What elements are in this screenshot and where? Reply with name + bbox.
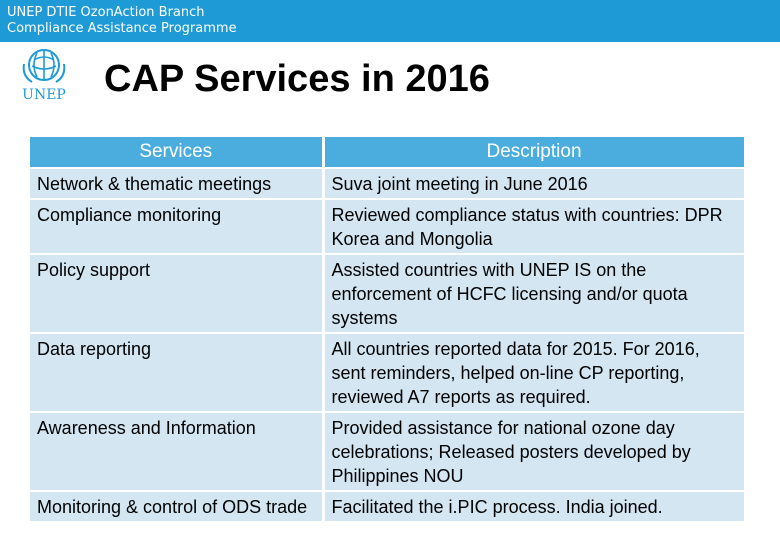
service-cell: Network & thematic meetings [30, 168, 325, 200]
service-cell: Policy support [30, 254, 325, 334]
table-row: Data reporting All countries reported da… [30, 333, 747, 413]
header-bar: UNEP DTIE OzonAction Branch Compliance A… [0, 0, 780, 42]
description-cell: Reviewed compliance status with countrie… [323, 199, 747, 255]
description-cell: Provided assistance for national ozone d… [323, 412, 747, 492]
service-cell: Compliance monitoring [30, 199, 325, 255]
table-row: Compliance monitoring Reviewed complianc… [30, 199, 747, 255]
table-row: Network & thematic meetings Suva joint m… [30, 168, 747, 200]
services-table: Services Description Network & thematic … [30, 137, 747, 523]
service-cell: Data reporting [30, 333, 325, 413]
page-title: CAP Services in 2016 [104, 58, 490, 100]
header-line-organization: UNEP DTIE OzonAction Branch [7, 5, 205, 20]
table-header-row: Services Description [30, 137, 747, 169]
logo-text: UNEP [22, 87, 66, 102]
table-row: Awareness and Information Provided assis… [30, 412, 747, 492]
service-cell: Monitoring & control of ODS trade [30, 491, 325, 523]
column-header-services: Services [30, 137, 325, 169]
description-cell: All countries reported data for 2015. Fo… [323, 333, 747, 413]
service-cell: Awareness and Information [30, 412, 325, 492]
description-cell: Assisted countries with UNEP IS on the e… [323, 254, 747, 334]
column-header-description: Description [323, 137, 747, 169]
description-cell: Facilitated the i.PIC process. India joi… [323, 491, 747, 523]
unep-logo-icon: UNEP [14, 46, 74, 103]
header-line-programme: Compliance Assistance Programme [7, 21, 237, 36]
table-row: Policy support Assisted countries with U… [30, 254, 747, 334]
description-cell: Suva joint meeting in June 2016 [323, 168, 747, 200]
table-row: Monitoring & control of ODS trade Facili… [30, 491, 747, 523]
